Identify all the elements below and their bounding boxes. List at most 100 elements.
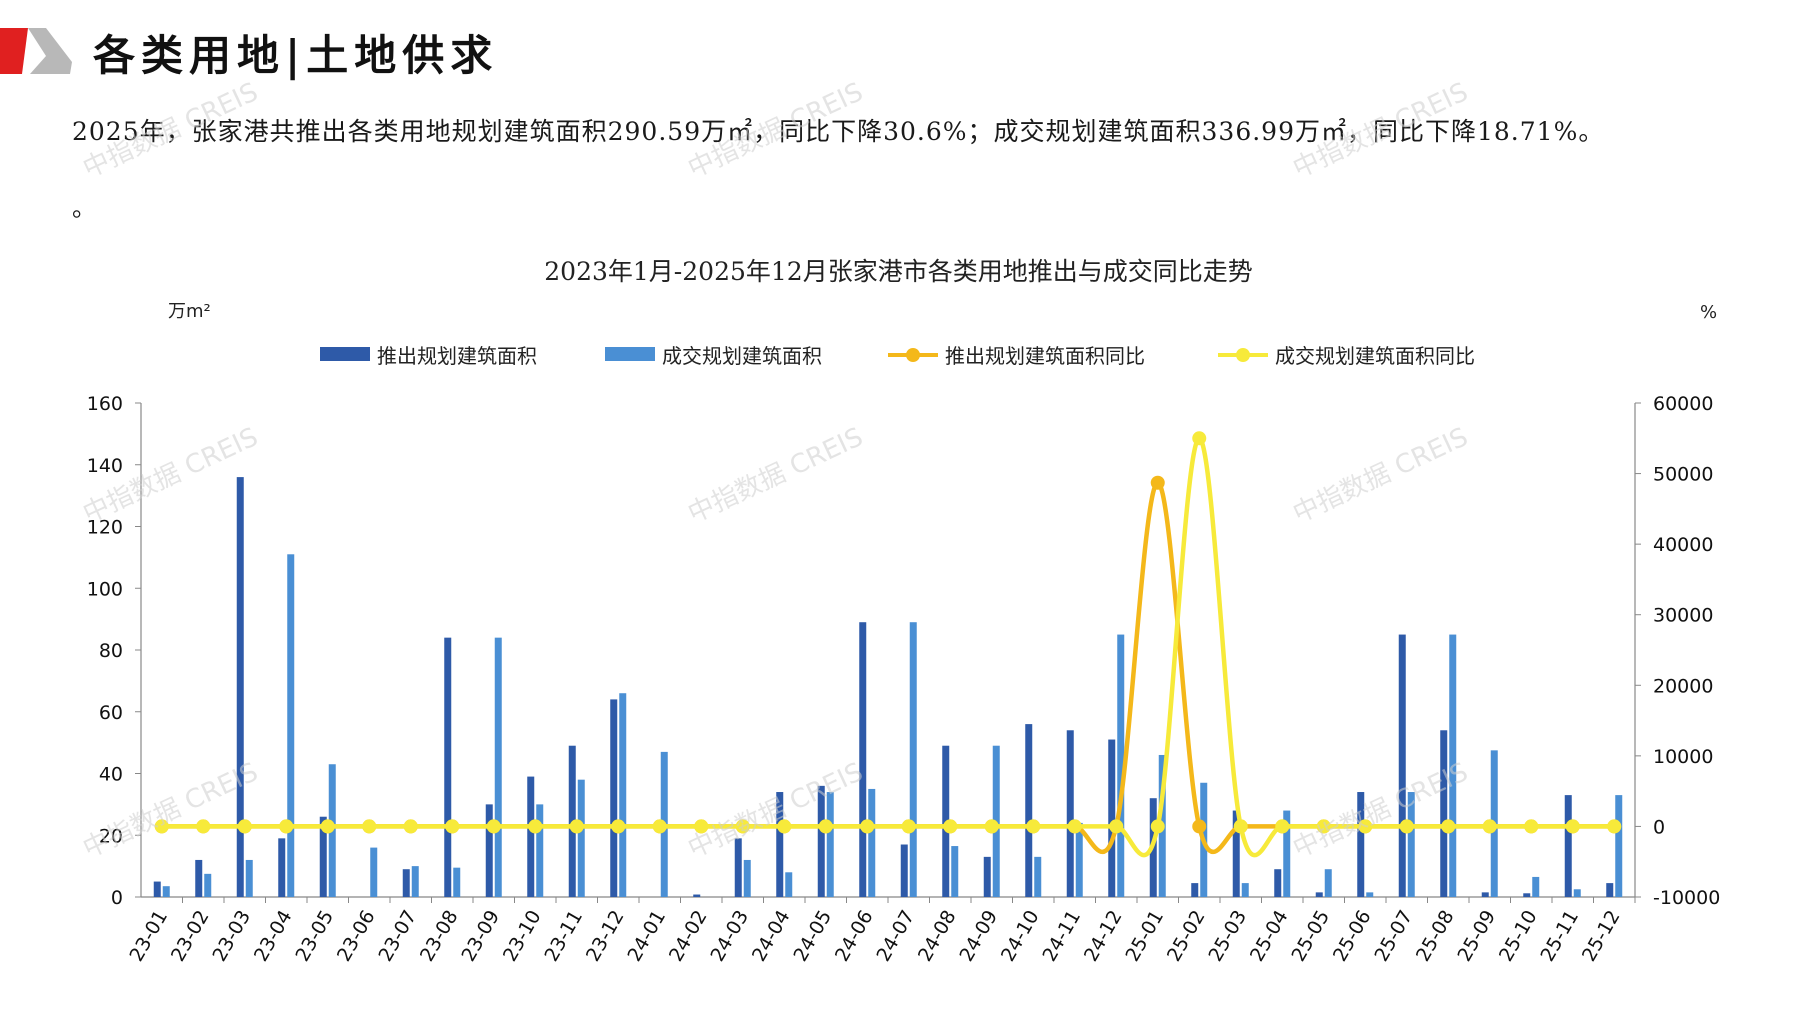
deal-yoy-point xyxy=(984,819,999,834)
supply-bar xyxy=(1606,883,1614,897)
x-tick-label: 23-07 xyxy=(374,907,421,966)
summary-trailing: 。 xyxy=(72,194,96,222)
deal-bar xyxy=(951,846,959,897)
legend-label: 成交规划建筑面积 xyxy=(662,344,822,368)
supply-bar xyxy=(195,859,203,897)
x-tick-label: 23-11 xyxy=(540,907,587,966)
deal-yoy-point xyxy=(237,819,252,834)
x-tick-label: 24-11 xyxy=(1038,907,1085,966)
supply-yoy-point xyxy=(1192,819,1207,834)
x-tick-label: 23-10 xyxy=(499,907,546,966)
deal-yoy-point xyxy=(943,819,958,834)
supply-bar xyxy=(1398,634,1406,897)
deal-bar xyxy=(204,873,212,897)
deal-yoy-point xyxy=(362,819,377,834)
deal-yoy-point xyxy=(528,819,543,834)
supply-bar xyxy=(278,838,286,897)
x-tick-label: 25-02 xyxy=(1163,907,1210,966)
x-tick-label: 24-02 xyxy=(665,907,712,966)
x-tick-label: 25-05 xyxy=(1287,907,1334,966)
right-axis-unit: % xyxy=(1700,302,1717,323)
x-tick-label: 24-05 xyxy=(789,907,836,966)
deal-yoy-point xyxy=(279,819,294,834)
supply-bar xyxy=(527,776,535,897)
deal-bar xyxy=(1573,889,1581,897)
supply-bar xyxy=(610,699,618,897)
right-tick-label: 60000 xyxy=(1653,393,1713,415)
deal-bar xyxy=(785,872,793,897)
x-tick-label: 24-09 xyxy=(955,907,1002,966)
left-tick-label: 20 xyxy=(99,825,123,847)
deal-bar xyxy=(909,622,917,897)
x-tick-label: 25-06 xyxy=(1329,907,1376,966)
supply-bar xyxy=(734,838,742,897)
deal-bar xyxy=(1283,810,1291,897)
deal-yoy-point xyxy=(1275,819,1290,834)
deal-bar xyxy=(1532,876,1540,897)
x-tick-label: 25-07 xyxy=(1370,907,1417,966)
legend-label: 推出规划建筑面积同比 xyxy=(945,344,1145,368)
deal-bar xyxy=(370,847,378,897)
legend-marker xyxy=(1236,348,1250,362)
deal-yoy-point xyxy=(1150,819,1165,834)
summary-text: 2025年，张家港共推出各类用地规划建筑面积290.59万㎡，同比下降30.6%… xyxy=(72,117,1605,146)
supply-bar xyxy=(319,816,327,897)
deal-yoy-point xyxy=(445,819,460,834)
deal-yoy-point xyxy=(735,819,750,834)
x-tick-label: 24-04 xyxy=(748,907,795,966)
x-tick-label: 25-08 xyxy=(1412,907,1459,966)
legend-swatch xyxy=(605,347,655,361)
left-tick-label: 40 xyxy=(99,764,123,786)
page-title: 各类用地|土地供求 xyxy=(93,31,499,80)
left-tick-label: 0 xyxy=(111,887,123,909)
deal-yoy-point xyxy=(1607,819,1622,834)
supply-yoy-line xyxy=(161,480,1615,855)
deal-yoy-point xyxy=(1316,819,1331,834)
deal-yoy-point xyxy=(1399,819,1414,834)
right-tick-label: 30000 xyxy=(1653,605,1713,627)
deal-yoy-point xyxy=(777,819,792,834)
supply-bar xyxy=(1523,893,1531,897)
supply-bar xyxy=(859,622,867,897)
x-tick-label: 24-12 xyxy=(1080,907,1127,966)
x-tick-label: 25-12 xyxy=(1578,907,1625,966)
supply-bar xyxy=(983,856,991,897)
x-tick-label: 23-01 xyxy=(125,907,172,966)
left-tick-label: 140 xyxy=(87,455,123,477)
left-axis-unit: 万m² xyxy=(168,301,211,322)
right-tick-label: 20000 xyxy=(1653,675,1713,697)
deal-bar xyxy=(577,779,585,897)
deal-bar xyxy=(1449,634,1457,897)
deal-yoy-point xyxy=(1565,819,1580,834)
x-tick-label: 25-11 xyxy=(1536,907,1583,966)
deal-bar xyxy=(453,867,461,897)
supply-bar xyxy=(1025,724,1033,897)
supply-bar xyxy=(776,792,784,897)
deal-yoy-point xyxy=(901,819,916,834)
supply-bar xyxy=(153,881,161,897)
x-tick-label: 23-06 xyxy=(333,907,380,966)
deal-yoy-point xyxy=(1233,819,1248,834)
deal-bar xyxy=(162,886,170,897)
deal-bar xyxy=(868,788,876,897)
deal-yoy-point xyxy=(569,819,584,834)
legend-swatch xyxy=(320,347,370,361)
x-tick-label: 25-01 xyxy=(1121,907,1168,966)
x-tick-label: 23-12 xyxy=(582,907,629,966)
deal-bar xyxy=(1117,634,1125,897)
x-tick-label: 23-09 xyxy=(457,907,504,966)
logo-grey-shape xyxy=(28,28,72,74)
x-tick-label: 25-09 xyxy=(1453,907,1500,966)
deal-yoy-point xyxy=(1358,819,1373,834)
deal-bar xyxy=(1034,856,1042,897)
deal-bar xyxy=(743,859,751,897)
left-tick-label: 60 xyxy=(99,702,123,724)
deal-bar xyxy=(619,693,627,897)
supply-yoy-point xyxy=(1150,475,1165,490)
right-tick-label: 50000 xyxy=(1653,464,1713,486)
x-tick-label: 25-10 xyxy=(1495,907,1542,966)
supply-bar xyxy=(1191,883,1199,897)
x-tick-label: 23-05 xyxy=(291,907,338,966)
x-tick-label: 24-01 xyxy=(623,907,670,966)
